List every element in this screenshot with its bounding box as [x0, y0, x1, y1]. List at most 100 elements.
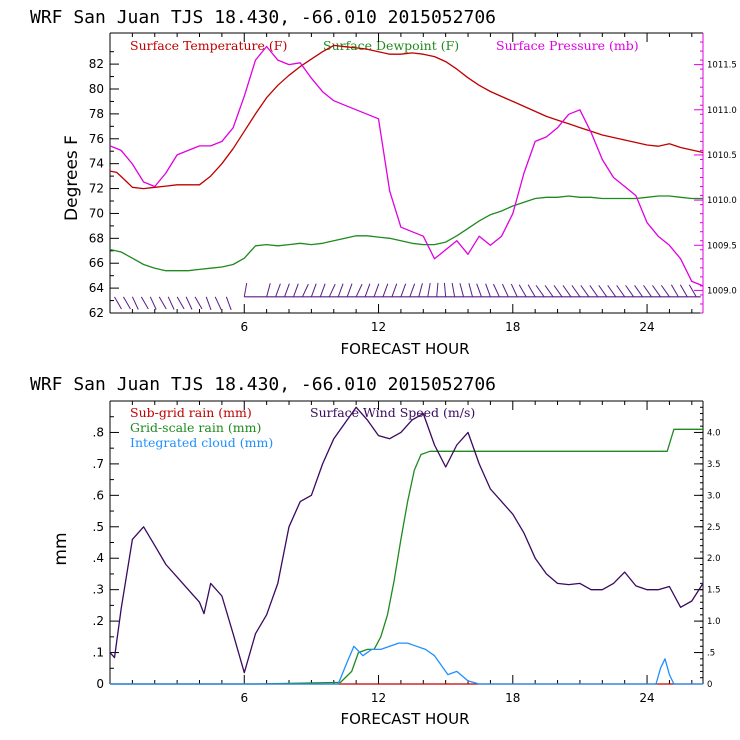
x-tick-label: 12	[371, 320, 386, 334]
wind-barb	[510, 283, 518, 298]
y-tick-label: 64	[89, 281, 104, 295]
wind-barb	[337, 283, 344, 297]
y-tick-label: 68	[89, 231, 104, 245]
y2-tick-label: 3.0	[707, 491, 721, 501]
wind-barb	[643, 285, 652, 298]
wind-barb	[114, 296, 122, 310]
y-axis-label: mm	[51, 532, 71, 565]
wind-barb	[485, 283, 491, 297]
wind-barb	[660, 285, 670, 298]
y-tick-label: 0	[96, 677, 104, 691]
y2-tick-label: 1010.5	[707, 151, 737, 161]
wind-barb	[131, 296, 139, 310]
legend-item: Integrated cloud (mm)	[130, 435, 273, 450]
temperature-panel: WRF San Juan TJS 18.430, -66.010 2015052…	[30, 7, 737, 358]
wind-barb	[501, 283, 509, 298]
x-tick-label: 18	[505, 691, 520, 705]
x-axis-label: FORECAST HOUR	[340, 340, 469, 358]
wind-barb	[373, 283, 380, 297]
y-tick-label: .3	[93, 583, 104, 597]
wind-barb	[225, 296, 232, 311]
wind-barb	[214, 296, 222, 310]
series-line	[110, 642, 703, 685]
legend: Surface Temperature (F) Surface Dewpoint…	[130, 38, 639, 53]
y-tick-label: .5	[93, 520, 104, 534]
wind-barb	[562, 285, 572, 298]
series-line	[110, 428, 703, 685]
wind-barb	[409, 283, 416, 297]
legend: Sub-grid rain (mm) Surface Wind Speed (m…	[130, 405, 475, 450]
wind-barb	[443, 282, 447, 297]
wind-barb	[149, 296, 157, 310]
series-line	[109, 195, 703, 272]
y2-tick-label: 1009.5	[707, 241, 737, 251]
wind-barb	[688, 284, 697, 298]
y-tick-label: 74	[89, 157, 104, 171]
wind-barb	[580, 285, 590, 298]
wind-barb	[364, 283, 371, 297]
wind-barb	[400, 283, 407, 297]
y-tick-label: 66	[89, 256, 104, 270]
wind-barb	[427, 282, 431, 297]
wind-barb	[459, 283, 465, 297]
wind-barb	[634, 285, 643, 298]
y2-tick-label: 1.0	[707, 617, 721, 627]
wind-barb	[451, 282, 456, 297]
wind-barb	[275, 283, 281, 297]
wind-barb	[167, 296, 175, 310]
y2-tick-label: 4.0	[707, 428, 721, 438]
y-tick-label: .2	[93, 614, 104, 628]
wind-barb	[293, 283, 299, 297]
wind-barb	[319, 283, 326, 297]
wind-barb	[518, 284, 527, 298]
legend-item: Surface Wind Speed (m/s)	[310, 405, 475, 420]
legend-item: Surface Dewpoint (F)	[323, 38, 459, 53]
wind-barb	[140, 296, 149, 310]
wind-barb	[176, 296, 185, 310]
wind-barb	[598, 285, 608, 298]
wind-barb	[616, 285, 626, 298]
series-line	[109, 45, 704, 287]
wind-barb	[544, 285, 554, 298]
wind-barb	[679, 284, 688, 298]
y-tick-label: 80	[89, 82, 104, 96]
y-tick-label: 70	[89, 206, 104, 220]
y-tick-label: 72	[89, 182, 104, 196]
legend-item: Surface Pressure (mb)	[496, 38, 639, 53]
x-tick-label: 12	[371, 691, 386, 705]
wind-barb	[284, 283, 290, 297]
wind-barb	[382, 283, 389, 297]
y2-tick-label: .5	[707, 649, 715, 659]
legend-item: Grid-scale rain (mm)	[130, 420, 261, 435]
wind-barb	[607, 285, 617, 298]
y-tick-label: 76	[89, 132, 104, 146]
y2-tick-label: 1011.5	[707, 61, 737, 71]
wind-barb	[589, 285, 599, 298]
wind-barb	[468, 283, 473, 297]
x-tick-label: 24	[639, 320, 654, 334]
wind-barb	[266, 283, 271, 297]
y2-tick-label: 2.0	[707, 554, 721, 564]
y-tick-label: .6	[93, 488, 104, 502]
x-tick-label: 18	[505, 320, 520, 334]
wind-barb	[670, 284, 679, 298]
legend-item: Surface Temperature (F)	[130, 38, 287, 53]
wind-barb	[476, 283, 482, 297]
wind-barb	[535, 285, 545, 298]
panel-title: WRF San Juan TJS 18.430, -66.010 2015052…	[30, 7, 496, 28]
wind-barb	[355, 283, 363, 298]
y2-tick-label: 1.5	[707, 586, 721, 596]
y-tick-label: .8	[93, 425, 104, 439]
wind-barb	[391, 283, 398, 297]
y-tick-label: .1	[93, 646, 104, 660]
y-tick-label: .4	[93, 551, 104, 565]
wind-barb	[492, 283, 500, 298]
x-tick-label: 6	[240, 691, 248, 705]
x-axis-label: FORECAST HOUR	[340, 710, 469, 728]
wind-barb	[158, 296, 167, 310]
y2-tick-label: 1011.0	[707, 106, 737, 116]
y2-tick-label: 0	[707, 680, 712, 690]
y2-tick-label: 1010.0	[707, 196, 737, 206]
wind-barb	[527, 284, 536, 298]
